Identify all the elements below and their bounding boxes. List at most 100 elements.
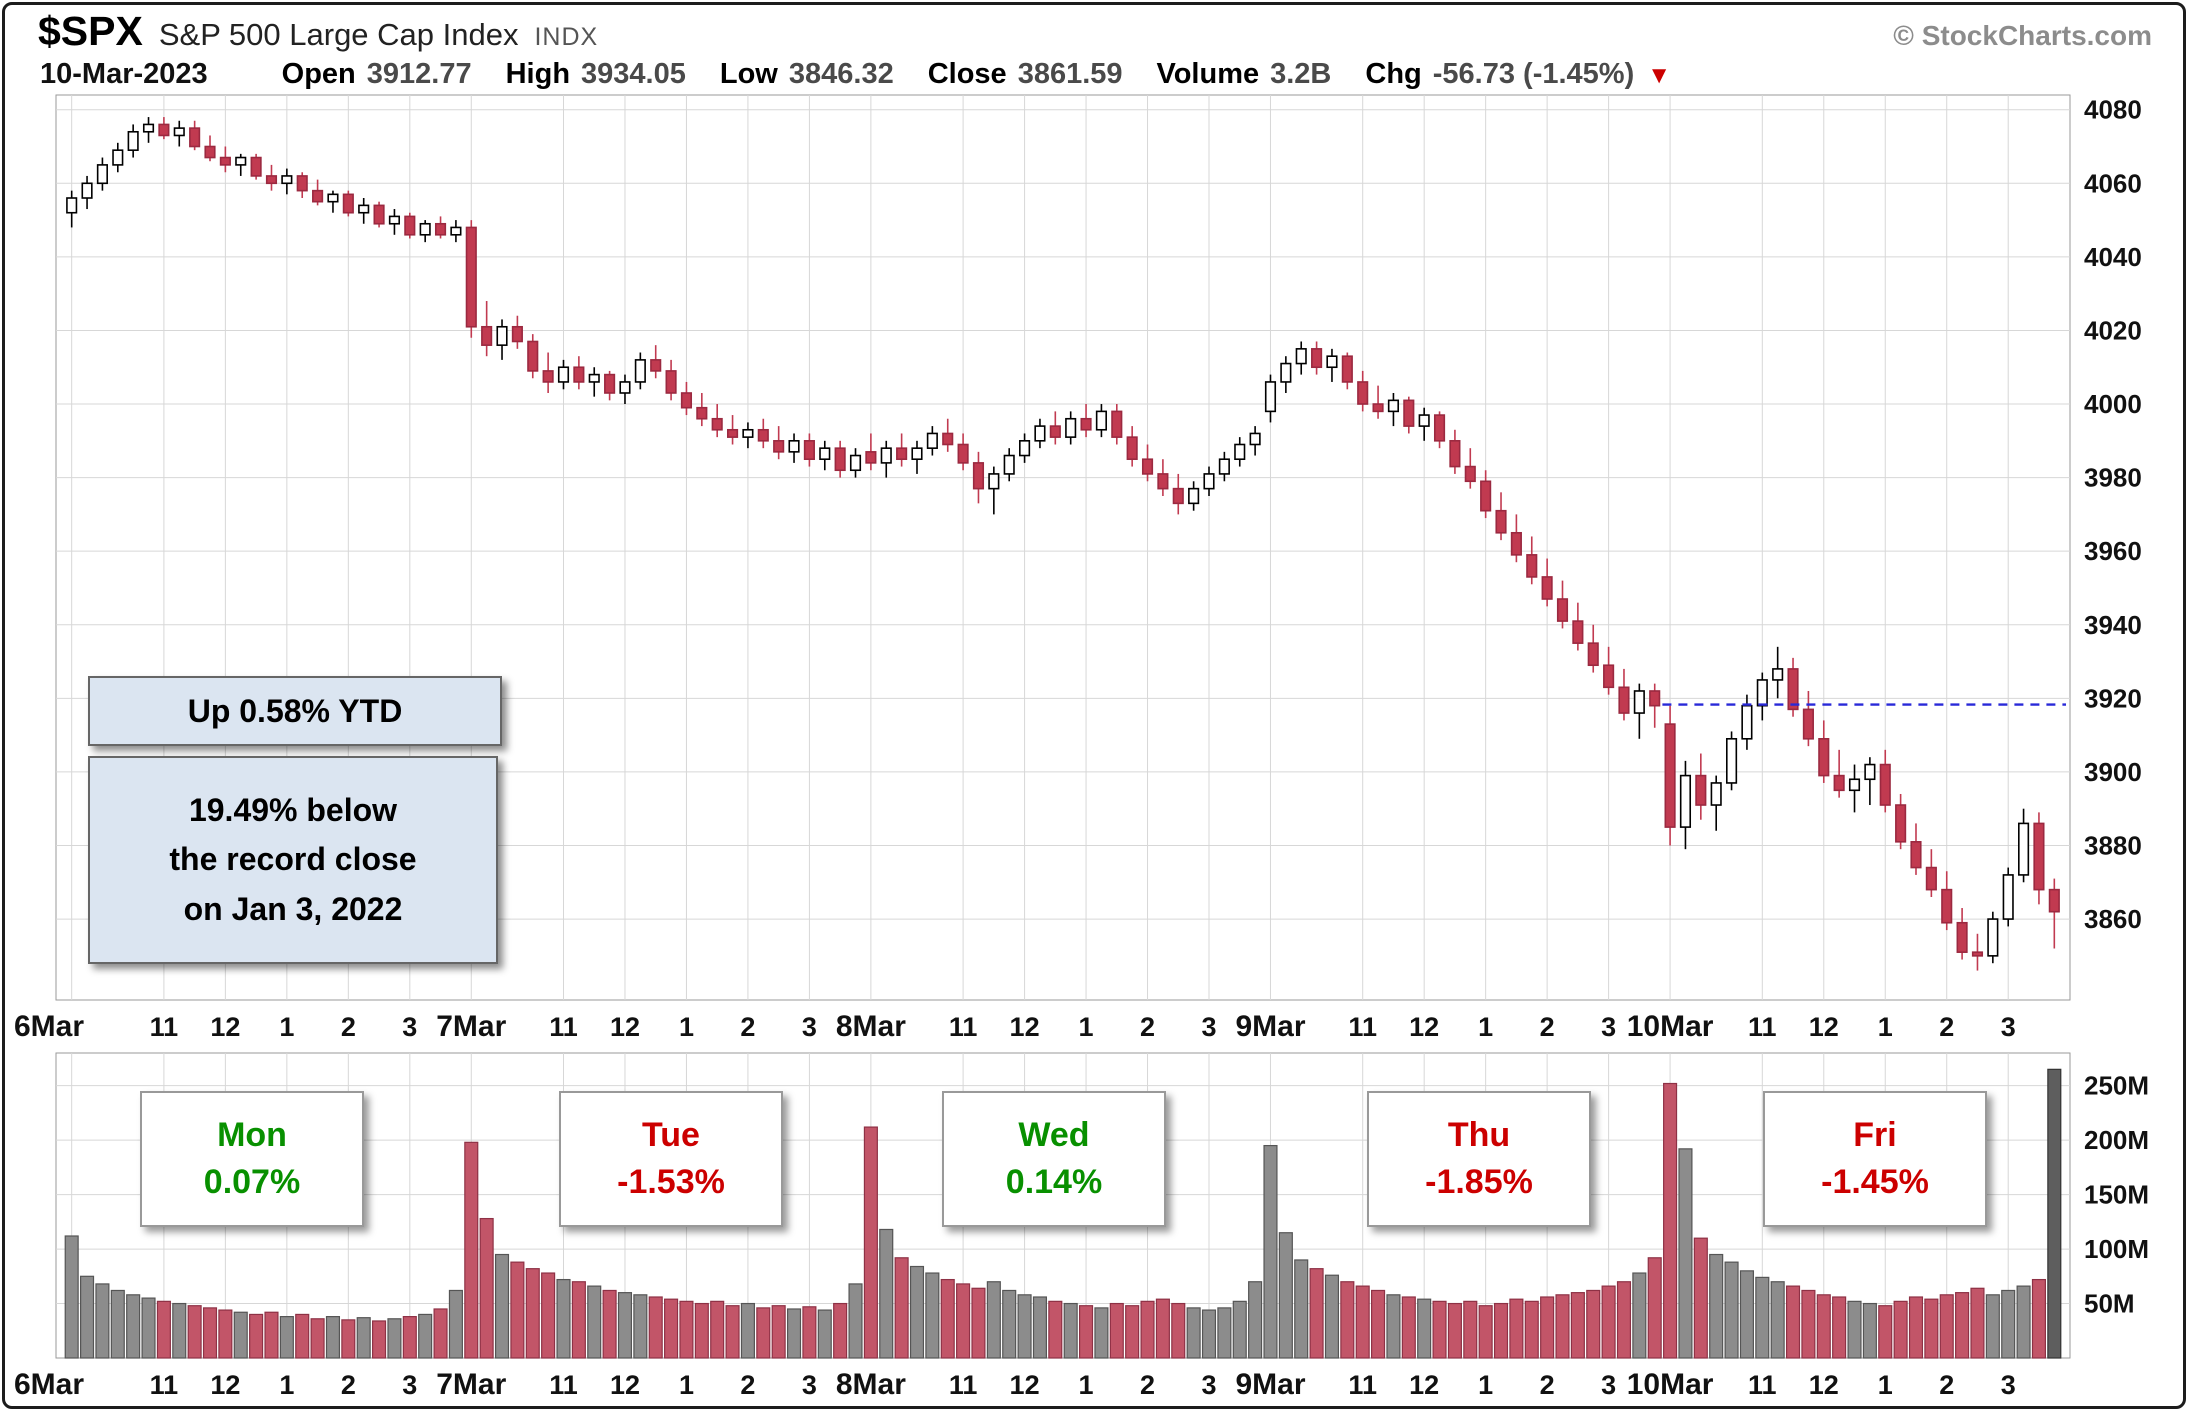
svg-text:4000: 4000 bbox=[2084, 389, 2142, 419]
svg-text:3920: 3920 bbox=[2084, 683, 2142, 713]
svg-text:12: 12 bbox=[610, 1012, 640, 1042]
svg-text:3900: 3900 bbox=[2084, 757, 2142, 787]
day-summary-thu: Thu -1.85% bbox=[1367, 1091, 1591, 1227]
svg-text:10Mar: 10Mar bbox=[1627, 1368, 1714, 1401]
drawdown-line-3: on Jan 3, 2022 bbox=[183, 890, 403, 927]
day-label: Mon bbox=[217, 1116, 287, 1154]
day-pct: -1.85% bbox=[1425, 1163, 1533, 1201]
down-triangle-icon: ▼ bbox=[1647, 62, 1672, 89]
quote-close: Close 3861.59 bbox=[928, 58, 1123, 91]
svg-text:10Mar: 10Mar bbox=[1627, 1010, 1714, 1043]
svg-text:2: 2 bbox=[740, 1012, 755, 1042]
svg-text:11: 11 bbox=[150, 1012, 179, 1042]
svg-text:12: 12 bbox=[1809, 1370, 1839, 1400]
ytd-annotation-box: Up 0.58% YTD bbox=[88, 676, 502, 746]
svg-text:3940: 3940 bbox=[2084, 610, 2142, 640]
svg-text:6Mar: 6Mar bbox=[14, 1010, 84, 1043]
svg-text:4060: 4060 bbox=[2084, 168, 2142, 198]
svg-text:1: 1 bbox=[1079, 1012, 1094, 1042]
drawdown-line-2: the record close bbox=[169, 841, 417, 878]
svg-text:11: 11 bbox=[1348, 1012, 1377, 1042]
svg-text:1: 1 bbox=[679, 1012, 694, 1042]
svg-text:7Mar: 7Mar bbox=[436, 1010, 506, 1043]
ytd-annotation-text: Up 0.58% YTD bbox=[187, 692, 403, 729]
svg-text:6Mar: 6Mar bbox=[14, 1368, 84, 1401]
svg-text:4040: 4040 bbox=[2084, 242, 2142, 272]
svg-text:9Mar: 9Mar bbox=[1235, 1368, 1305, 1401]
volume-label: Volume bbox=[1156, 58, 1260, 90]
quote-date: 10-Mar-2023 bbox=[40, 58, 208, 90]
svg-text:1: 1 bbox=[1878, 1012, 1893, 1042]
low-value: 3846.32 bbox=[788, 58, 894, 90]
svg-text:2: 2 bbox=[1140, 1370, 1155, 1400]
svg-text:11: 11 bbox=[150, 1370, 179, 1400]
low-label: Low bbox=[719, 58, 778, 90]
svg-text:7Mar: 7Mar bbox=[436, 1368, 506, 1401]
svg-text:2: 2 bbox=[1939, 1370, 1954, 1400]
svg-text:150M: 150M bbox=[2084, 1180, 2149, 1210]
svg-text:3: 3 bbox=[402, 1012, 417, 1042]
stockcharts-copyright: © StockCharts.com bbox=[1893, 20, 2152, 51]
open-value: 3912.77 bbox=[366, 58, 472, 90]
candlesticks bbox=[66, 117, 2060, 971]
svg-text:1: 1 bbox=[279, 1012, 294, 1042]
svg-text:3880: 3880 bbox=[2084, 830, 2142, 860]
svg-text:4080: 4080 bbox=[2084, 95, 2142, 125]
day-pct: -1.45% bbox=[1821, 1163, 1929, 1201]
svg-text:12: 12 bbox=[1409, 1012, 1439, 1042]
ticker-symbol: $SPX bbox=[38, 8, 143, 54]
volume-value: 3.2B bbox=[1270, 58, 1332, 90]
quote-open: Open 3912.77 bbox=[282, 58, 472, 91]
close-value: 3861.59 bbox=[1017, 58, 1123, 90]
svg-text:11: 11 bbox=[949, 1370, 978, 1400]
svg-text:2: 2 bbox=[341, 1370, 356, 1400]
quote-volume: Volume 3.2B bbox=[1157, 58, 1332, 91]
svg-text:12: 12 bbox=[610, 1370, 640, 1400]
open-label: Open bbox=[281, 58, 356, 90]
svg-text:8Mar: 8Mar bbox=[836, 1368, 906, 1401]
svg-text:9Mar: 9Mar bbox=[1235, 1010, 1305, 1043]
svg-text:3: 3 bbox=[1601, 1370, 1616, 1400]
svg-text:1: 1 bbox=[279, 1370, 294, 1400]
svg-text:12: 12 bbox=[210, 1012, 240, 1042]
drawdown-annotation-box: 19.49% below the record close on Jan 3, … bbox=[88, 756, 498, 964]
svg-text:3860: 3860 bbox=[2084, 904, 2142, 934]
svg-text:2: 2 bbox=[1540, 1370, 1555, 1400]
day-label: Tue bbox=[642, 1116, 700, 1154]
chg-label: Chg bbox=[1365, 58, 1422, 90]
day-summary-tue: Tue -1.53% bbox=[559, 1091, 783, 1227]
close-label: Close bbox=[927, 58, 1007, 90]
svg-text:3960: 3960 bbox=[2084, 536, 2142, 566]
svg-text:1: 1 bbox=[679, 1370, 694, 1400]
day-summary-fri: Fri -1.45% bbox=[1763, 1091, 1987, 1227]
day-pct: 0.14% bbox=[1005, 1163, 1103, 1201]
svg-text:3: 3 bbox=[1201, 1012, 1216, 1042]
svg-text:250M: 250M bbox=[2084, 1071, 2149, 1101]
svg-text:11: 11 bbox=[549, 1012, 578, 1042]
svg-text:3980: 3980 bbox=[2084, 463, 2142, 493]
svg-text:11: 11 bbox=[1348, 1370, 1377, 1400]
chg-value: -56.73 (-1.45%) bbox=[1432, 58, 1635, 90]
svg-text:11: 11 bbox=[1748, 1012, 1777, 1042]
svg-text:50M: 50M bbox=[2084, 1289, 2135, 1319]
drawdown-line-1: 19.49% below bbox=[188, 791, 398, 828]
svg-text:3: 3 bbox=[1201, 1370, 1216, 1400]
svg-text:12: 12 bbox=[1409, 1370, 1439, 1400]
svg-text:11: 11 bbox=[949, 1012, 978, 1042]
volume-bars bbox=[64, 1068, 2062, 1359]
quote-high: High 3934.05 bbox=[506, 58, 686, 91]
svg-text:12: 12 bbox=[1010, 1012, 1040, 1042]
svg-text:3: 3 bbox=[402, 1370, 417, 1400]
svg-text:8Mar: 8Mar bbox=[836, 1010, 906, 1043]
svg-text:2: 2 bbox=[1540, 1012, 1555, 1042]
quote-change: Chg -56.73 (-1.45%) ▼ bbox=[1365, 58, 1671, 91]
svg-text:2: 2 bbox=[1939, 1012, 1954, 1042]
svg-text:2: 2 bbox=[1140, 1012, 1155, 1042]
day-pct: -1.53% bbox=[617, 1163, 725, 1201]
day-pct: 0.07% bbox=[203, 1163, 301, 1201]
svg-text:1: 1 bbox=[1478, 1370, 1493, 1400]
svg-text:3: 3 bbox=[2001, 1370, 2016, 1400]
svg-text:12: 12 bbox=[210, 1370, 240, 1400]
svg-text:11: 11 bbox=[1748, 1370, 1777, 1400]
svg-text:2: 2 bbox=[740, 1370, 755, 1400]
